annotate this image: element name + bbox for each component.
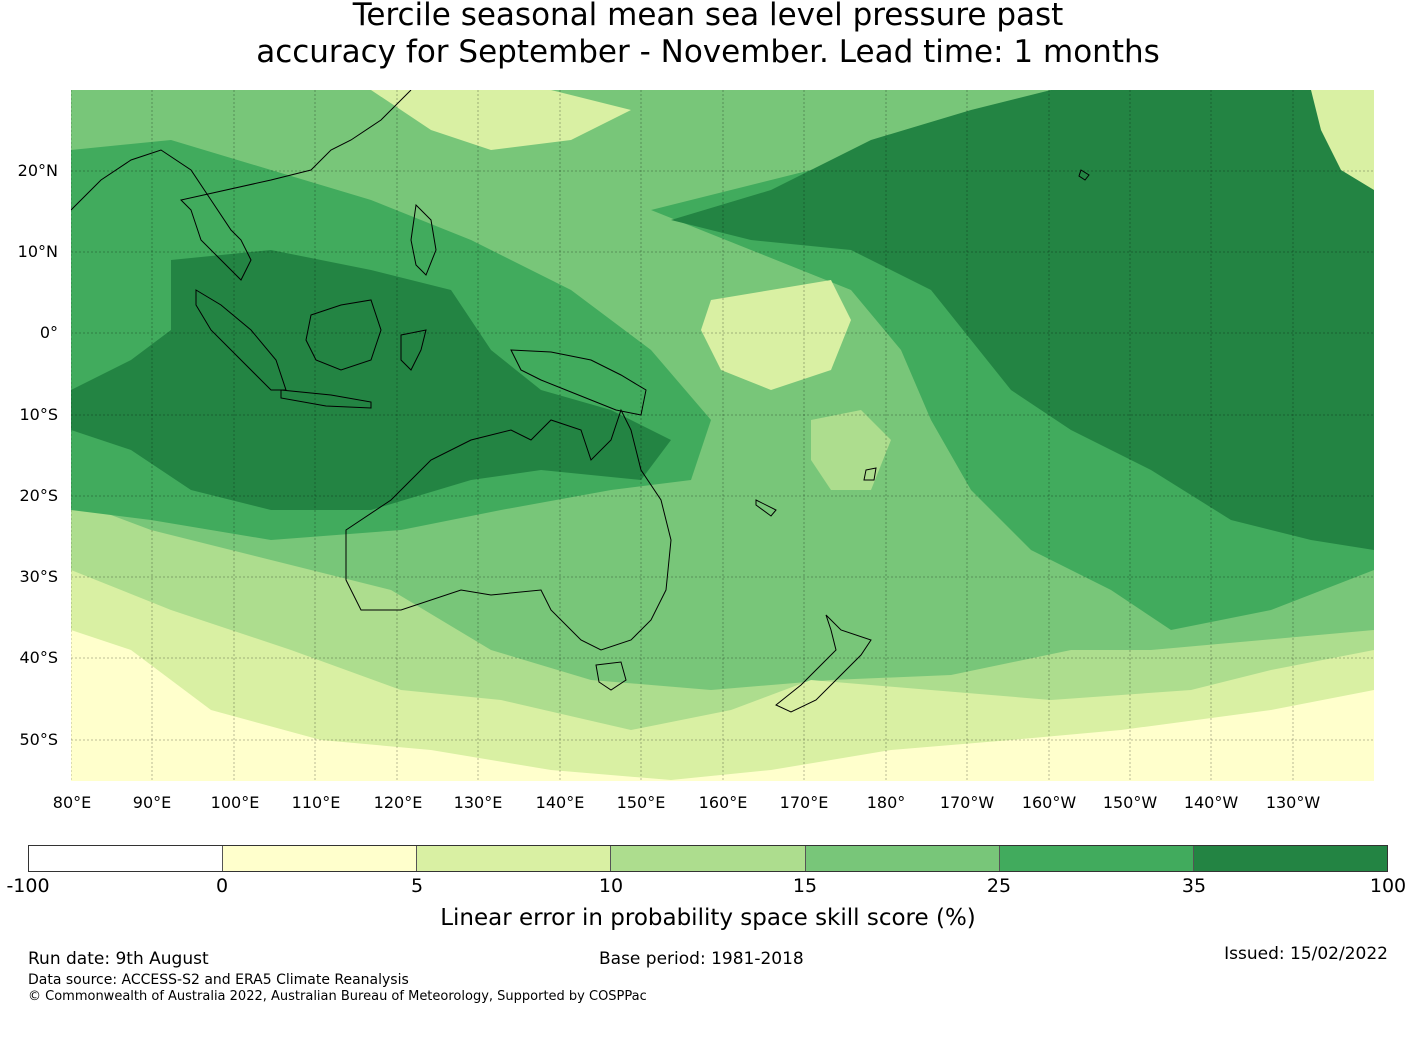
- skill-region-equatorial-pale: [701, 280, 851, 390]
- lon-label-160e: 160°E: [698, 793, 748, 812]
- sumatra-coastline: [195, 289, 287, 391]
- lon-label-130e: 130°E: [453, 793, 503, 812]
- lat-label-10n: 10°N: [17, 242, 58, 261]
- colorbar-segment-15-25: [805, 846, 1000, 871]
- issued-date: Issued: 15/02/2022: [1224, 944, 1388, 964]
- colorbar-segment-5-10: [417, 846, 612, 871]
- lon-label-80e: 80°E: [52, 793, 92, 812]
- skill-region-northeast-pale: [1311, 90, 1374, 190]
- lat-label-50s: 50°S: [19, 730, 58, 749]
- lon-label-100e: 100°E: [210, 793, 260, 812]
- sulawesi-coastline: [400, 329, 427, 371]
- colorbar-tick-35: 35: [1181, 875, 1207, 897]
- lat-label-30s: 30°S: [19, 567, 58, 586]
- lat-label-20n: 20°N: [17, 161, 58, 180]
- colorbar-tick-neg100: -100: [6, 875, 50, 897]
- new-guinea-coastline: [510, 349, 647, 416]
- lat-label-40s: 40°S: [19, 648, 58, 667]
- lon-label-90e: 90°E: [132, 793, 172, 812]
- lon-label-160w: 160°W: [1021, 793, 1077, 812]
- australia-coastline: [345, 408, 672, 651]
- philippines-coastline: [410, 203, 437, 276]
- graticule: [71, 90, 1374, 781]
- data-source: Data source: ACCESS-S2 and ERA5 Climate …: [28, 972, 409, 988]
- lon-label-130w: 130°W: [1265, 793, 1321, 812]
- colorbar-segment-35-100: [1193, 846, 1387, 871]
- skill-region-pacific-dark: [671, 90, 1374, 550]
- chart-title-line-2: accuracy for September - November. Lead …: [256, 34, 1160, 70]
- lon-label-120e: 120°E: [373, 793, 423, 812]
- map-canvas: [71, 90, 1374, 781]
- lat-label-0: 0°: [39, 323, 58, 342]
- lat-label-10s: 10°S: [19, 405, 58, 424]
- java-coastline: [280, 389, 372, 409]
- lon-label-170e: 170°E: [779, 793, 829, 812]
- lat-label-20s: 20°S: [19, 486, 58, 505]
- lon-label-140w: 140°W: [1183, 793, 1239, 812]
- colorbar-segment-10-15: [611, 846, 806, 871]
- lon-label-170w: 170°W: [939, 793, 995, 812]
- colorbar-segment-0-5: [223, 846, 418, 871]
- colorbar-tick-15: 15: [792, 875, 818, 897]
- skill-score-map: [71, 90, 1374, 781]
- lon-label-140e: 140°E: [535, 793, 585, 812]
- colorbar: [28, 845, 1388, 872]
- lon-label-150e: 150°E: [616, 793, 666, 812]
- colorbar-tick-10: 10: [598, 875, 624, 897]
- chart-title-line-1: Tercile seasonal mean sea level pressure…: [352, 0, 1064, 33]
- skill-region-north-pale: [371, 90, 631, 150]
- tasmania-coastline: [595, 661, 627, 691]
- colorbar-tick-0: 0: [215, 875, 229, 897]
- copyright-notice: © Commonwealth of Australia 2022, Austra…: [28, 989, 647, 1004]
- new-zealand-coastline: [775, 614, 872, 713]
- colorbar-segment-25-35: [999, 846, 1194, 871]
- borneo-coastline: [305, 299, 382, 371]
- lon-label-110e: 110°E: [291, 793, 341, 812]
- colorbar-tick-5: 5: [410, 875, 424, 897]
- fiji-coastline: [863, 467, 877, 481]
- hawaii-coastline: [1078, 169, 1090, 181]
- skill-region-maritime-dark: [71, 250, 671, 510]
- colorbar-tick-100: 100: [1369, 875, 1407, 897]
- skill-region-south-lighter: [71, 570, 1374, 781]
- lon-label-180: 180°: [866, 793, 906, 812]
- run-date: Run date: 9th August: [28, 949, 209, 969]
- lon-label-150w: 150°W: [1102, 793, 1158, 812]
- colorbar-tick-25: 25: [986, 875, 1012, 897]
- skill-region-south-lightest: [71, 630, 1374, 781]
- base-period: Base period: 1981-2018: [599, 949, 804, 969]
- coastlines: [71, 90, 1090, 713]
- asia-mainland-coastline: [71, 90, 412, 281]
- skill-region-subtropic-pale: [811, 410, 891, 490]
- new-caledonia-coastline: [755, 499, 777, 517]
- colorbar-label: Linear error in probability space skill …: [440, 905, 976, 931]
- colorbar-segment-neg100-0: [29, 846, 224, 871]
